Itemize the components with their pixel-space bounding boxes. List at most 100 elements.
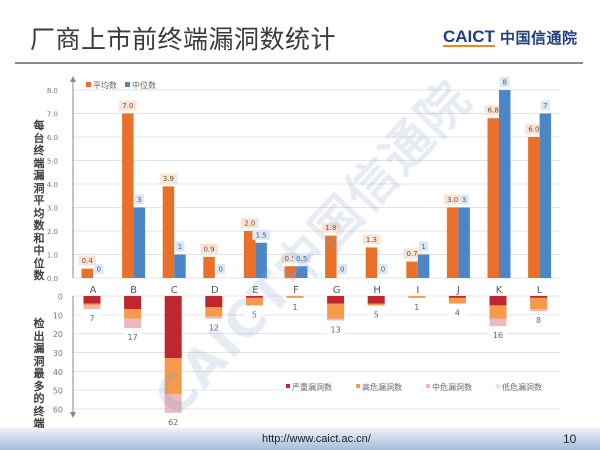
legend-item-bg <box>284 381 352 393</box>
median-value-label: 0 <box>340 266 344 274</box>
caict-logo: CAICT 中国信通院 <box>443 27 577 48</box>
mean-value-label-bg <box>403 248 421 259</box>
stacked-segment-high <box>489 305 507 319</box>
category-label: A <box>90 285 97 296</box>
median-value-label-bg <box>94 264 104 274</box>
stacked-segment-medium <box>124 318 142 329</box>
total-value-label: 5 <box>374 310 379 319</box>
median-value-label-bg <box>500 77 510 87</box>
total-value-label: 16 <box>493 331 503 340</box>
median-value-label: 0 <box>381 266 385 274</box>
category-label: D <box>211 285 219 296</box>
mean-value-label: 6.8 <box>488 107 499 115</box>
median-bar <box>539 113 552 278</box>
total-value-label: 8 <box>536 316 541 325</box>
stacked-segment-high <box>327 303 345 319</box>
stacked-segment-high <box>448 297 466 304</box>
total-label-bg <box>489 330 507 341</box>
mean-value-label-bg <box>78 255 97 266</box>
legend-label-low: 低危漏洞数 <box>502 382 542 392</box>
legend-median-swatch <box>125 82 130 87</box>
median-bar <box>255 242 267 278</box>
mean-value-label: 7.0 <box>122 102 133 110</box>
category-label: L <box>537 285 543 296</box>
mean-value-label-bg <box>443 194 462 205</box>
stacked-segment-medium <box>530 309 548 312</box>
median-value-label: 3 <box>462 196 466 204</box>
mean-bar <box>406 261 418 278</box>
mean-value-label: 1.8 <box>325 224 336 232</box>
total-label-bg <box>529 315 548 326</box>
mean-value-label-bg <box>119 100 137 111</box>
mean-bar <box>284 266 296 278</box>
upper-y-tick-label: 4.0 <box>47 181 58 189</box>
total-value-label: 13 <box>331 325 341 334</box>
mean-bar <box>487 118 499 278</box>
total-value-label: 62 <box>168 418 178 427</box>
stacked-segment-severe <box>245 296 263 298</box>
median-value-label: 1 <box>178 243 182 251</box>
median-value-label: 8 <box>503 79 507 87</box>
total-value-label: 12 <box>209 324 219 333</box>
median-bar <box>133 207 146 278</box>
median-value-label-bg <box>378 264 388 274</box>
upper-y-tick-label: 5.0 <box>47 158 58 166</box>
category-label: J <box>456 285 460 296</box>
stacked-segment-severe <box>124 296 142 310</box>
mean-value-label-bg <box>159 173 178 184</box>
stacked-segment-severe <box>205 296 223 308</box>
stacked-segment-severe <box>530 296 548 298</box>
mean-bar <box>365 247 378 278</box>
median-value-label-bg <box>175 241 185 252</box>
stacked-segment-severe <box>448 296 466 298</box>
mean-value-label: 0.5 <box>285 255 296 263</box>
category-label: H <box>373 285 381 296</box>
mean-bar <box>203 256 215 278</box>
legend-swatch-medium <box>426 384 430 388</box>
lower-y-tick-label: 40 <box>53 368 63 377</box>
mean-value-label: 0.4 <box>82 257 94 265</box>
stacked-segment-severe <box>327 296 345 304</box>
median-value-label: 0.5 <box>296 255 307 263</box>
mean-value-label-bg <box>362 234 381 245</box>
total-value-label: 4 <box>455 309 460 318</box>
mean-value-label-bg <box>281 253 300 264</box>
category-label: B <box>130 285 137 296</box>
upper-y-tick-label: 1.0 <box>47 252 58 260</box>
stacked-segment-high <box>245 297 263 306</box>
upper-y-tick-label: 0.0 <box>47 275 58 283</box>
mean-value-label: 3.9 <box>163 175 174 183</box>
category-label: E <box>252 285 258 296</box>
lower-y-tick-label: 10 <box>53 311 63 320</box>
legend-label-medium: 中危漏洞数 <box>432 382 472 392</box>
stacked-segment-high <box>83 303 101 306</box>
upper-y-tick-label: 6.0 <box>47 134 58 142</box>
total-label-bg <box>407 301 426 312</box>
median-bar <box>458 207 470 278</box>
median-bar <box>296 266 308 278</box>
mean-bar <box>325 235 337 278</box>
median-value-label-bg <box>215 264 226 274</box>
legend-swatch-high <box>356 384 360 388</box>
total-label-bg <box>245 309 264 320</box>
stacked-segment-high <box>164 358 182 394</box>
footer-url-link[interactable]: http://www.caict.ac.cn/ <box>262 433 371 445</box>
stacked-segment-high <box>124 309 142 319</box>
stacked-segment-high <box>367 303 385 306</box>
legend-mean-label: 平均数 <box>93 80 117 90</box>
median-bar <box>499 90 511 278</box>
total-label-bg <box>326 324 345 335</box>
stacked-segment-medium <box>327 318 345 321</box>
mean-bar <box>81 268 93 278</box>
upper-axis-arrow-icon <box>70 76 76 82</box>
stacked-segment-medium <box>164 393 182 413</box>
legend-median-label: 中位数 <box>132 80 156 90</box>
median-value-label-bg <box>252 229 270 240</box>
median-value-label-bg <box>337 264 347 274</box>
mean-value-label: 3.0 <box>447 196 458 204</box>
stacked-segment-medium <box>83 305 101 310</box>
median-value-label: 1.5 <box>256 231 267 239</box>
mean-value-label: 1.3 <box>366 236 377 244</box>
mean-bar <box>528 137 540 278</box>
